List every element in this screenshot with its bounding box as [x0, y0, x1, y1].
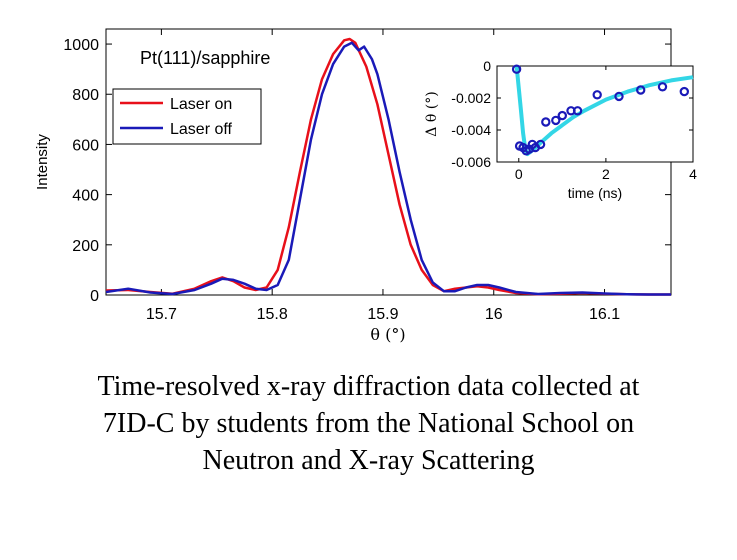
main-y-tick-label: 400: [72, 188, 99, 205]
inset-data-point: [592, 90, 602, 100]
main-series-group: [105, 37, 671, 296]
main-y-tick-label: 200: [72, 238, 99, 255]
inset-fit-curve: [514, 65, 694, 156]
main-y-tick-label: 1000: [63, 37, 99, 54]
inset-data-point: [551, 115, 561, 126]
main-x-tick-label: 15.8: [257, 306, 288, 323]
inset-series-group: [511, 64, 694, 156]
main-x-tick-label: 16: [485, 306, 503, 323]
main-y-axis-label: Intensity: [34, 134, 51, 190]
inset-data-point: [614, 91, 624, 102]
inset-y-tick-label: -0.006: [451, 154, 491, 170]
inset-x-tick-label: 4: [689, 166, 697, 182]
legend-box: [112, 88, 262, 145]
main-x-tick-label: 15.7: [146, 306, 177, 323]
inset-data-point: [657, 82, 668, 92]
main-y-tick-label: 600: [72, 137, 99, 154]
inset-x-tick-label: 2: [602, 166, 610, 182]
caption-line-1: Time-resolved x-ray diffraction data col…: [97, 371, 640, 402]
caption-line-3: Neutron and X-ray Scattering: [202, 445, 535, 476]
inset-data-point: [679, 86, 690, 97]
inset-y-axis: 0 -0.002 -0.004 -0.006: [451, 58, 693, 170]
series-laser-off-line: [105, 41, 671, 296]
legend: Laser on Laser off: [112, 88, 262, 145]
inset-data-point: [572, 106, 583, 116]
inset-data-point: [535, 139, 546, 150]
inset-x-axis-label: time (ns): [568, 185, 622, 201]
inset-data-point: [557, 110, 568, 121]
inset-y-axis-label: Δ θ (°): [424, 91, 440, 136]
sample-annotation: Pt(111)/sapphire: [140, 48, 270, 68]
main-x-tick-label: 15.9: [367, 306, 398, 323]
caption-line-2: 7ID-C by students from the National Scho…: [102, 408, 635, 439]
inset-y-tick-label: -0.002: [451, 90, 491, 106]
legend-label-laser-on: Laser on: [170, 96, 232, 113]
main-x-tick-label: 16.1: [589, 306, 620, 323]
main-y-tick-label: 800: [72, 87, 99, 104]
legend-label-laser-off: Laser off: [170, 121, 233, 138]
inset-x-tick-label: 0: [515, 166, 523, 182]
main-y-tick-label: 0: [90, 288, 99, 305]
main-x-axis-label: θ (°): [370, 325, 405, 344]
inset-plot: 0 2 4 0 -0.002 -0.004 -0.006 time (ns) Δ θ (°…: [424, 58, 697, 201]
inset-y-tick-label: -0.004: [451, 122, 491, 138]
inset-y-tick-label: 0: [483, 58, 491, 74]
inset-data-point: [541, 117, 551, 127]
main-x-axis: 15.7 15.8 15.9 16 16.1: [146, 29, 620, 323]
inset-data-point: [511, 64, 522, 74]
inset-data-point: [636, 85, 646, 95]
figure-caption: Time-resolved x-ray diffraction data col…: [0, 368, 737, 479]
